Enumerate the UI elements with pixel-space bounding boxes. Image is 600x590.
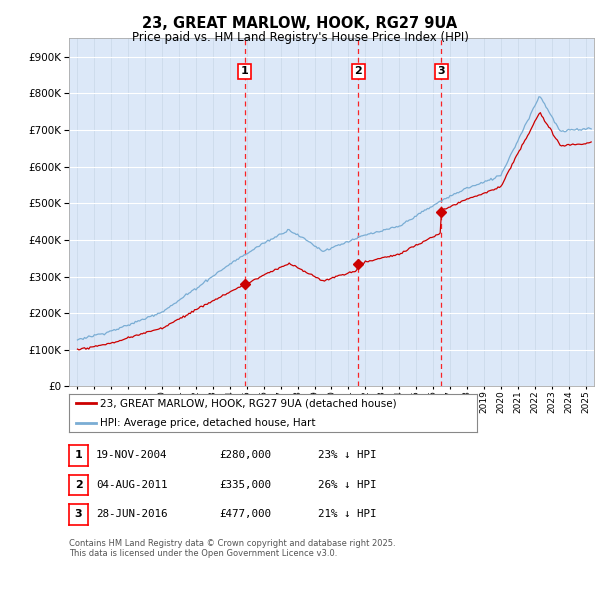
Text: 23, GREAT MARLOW, HOOK, RG27 9UA (detached house): 23, GREAT MARLOW, HOOK, RG27 9UA (detach… <box>100 398 396 408</box>
Text: £280,000: £280,000 <box>219 451 271 460</box>
Text: 26% ↓ HPI: 26% ↓ HPI <box>318 480 377 490</box>
Text: 3: 3 <box>437 66 445 76</box>
Text: £477,000: £477,000 <box>219 510 271 519</box>
Text: £335,000: £335,000 <box>219 480 271 490</box>
Text: 1: 1 <box>75 451 82 460</box>
Text: 1: 1 <box>241 66 248 76</box>
Text: 2: 2 <box>355 66 362 76</box>
Text: Price paid vs. HM Land Registry's House Price Index (HPI): Price paid vs. HM Land Registry's House … <box>131 31 469 44</box>
Text: HPI: Average price, detached house, Hart: HPI: Average price, detached house, Hart <box>100 418 315 428</box>
Text: 2: 2 <box>75 480 82 490</box>
Text: 23, GREAT MARLOW, HOOK, RG27 9UA: 23, GREAT MARLOW, HOOK, RG27 9UA <box>142 16 458 31</box>
Text: 21% ↓ HPI: 21% ↓ HPI <box>318 510 377 519</box>
Text: 23% ↓ HPI: 23% ↓ HPI <box>318 451 377 460</box>
Text: This data is licensed under the Open Government Licence v3.0.: This data is licensed under the Open Gov… <box>69 549 337 558</box>
Text: 3: 3 <box>75 510 82 519</box>
Text: 04-AUG-2011: 04-AUG-2011 <box>96 480 167 490</box>
Text: Contains HM Land Registry data © Crown copyright and database right 2025.: Contains HM Land Registry data © Crown c… <box>69 539 395 548</box>
Text: 28-JUN-2016: 28-JUN-2016 <box>96 510 167 519</box>
Text: 19-NOV-2004: 19-NOV-2004 <box>96 451 167 460</box>
